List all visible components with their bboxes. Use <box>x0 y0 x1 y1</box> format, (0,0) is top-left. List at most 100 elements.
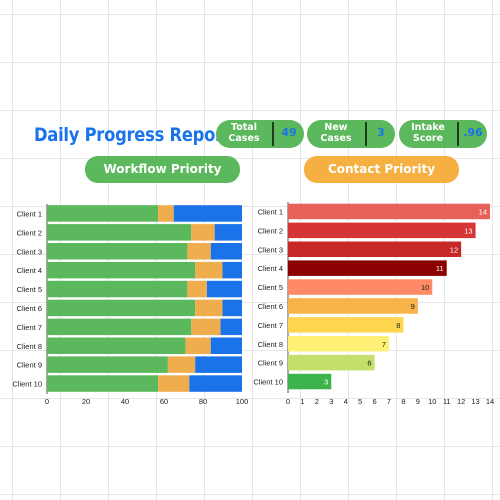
intake-score-divider <box>457 122 459 146</box>
new-cases-value: 3 <box>377 126 385 139</box>
workflow-priority-header: Workflow Priority <box>85 156 240 183</box>
workflow-bar-segment <box>206 280 242 298</box>
contact-bar <box>288 260 447 276</box>
workflow-bar-segment <box>47 243 188 260</box>
workflow-bar-segment <box>47 261 196 279</box>
contact-x-tick-label: 10 <box>428 397 436 406</box>
contact-x-tick-label: 13 <box>471 397 479 406</box>
workflow-bar-segment <box>158 375 190 392</box>
contact-x-tick-label: 5 <box>358 397 362 406</box>
contact-category-label: Client 5 <box>258 283 283 292</box>
contact-category-label: Client 3 <box>258 245 283 254</box>
workflow-bar-segment <box>47 299 196 317</box>
workflow-bar-segment <box>210 337 242 354</box>
intake-score-label-line1: Intake <box>411 122 445 133</box>
page-title: Daily Progress Report <box>34 124 231 146</box>
workflow-x-tick-label: 40 <box>121 397 129 406</box>
contact-priority-header: Contact Priority <box>304 156 459 183</box>
workflow-bar-segment <box>195 299 223 317</box>
workflow-x-tick-label: 60 <box>160 397 168 406</box>
workflow-bar-segment <box>47 375 159 392</box>
new-cases-divider <box>365 122 367 146</box>
workflow-bar-segment <box>189 375 242 392</box>
contact-category-label: Client 1 <box>258 207 283 216</box>
workflow-x-tick-label: 100 <box>236 397 249 406</box>
contact-bar <box>288 298 418 314</box>
contact-bar <box>288 373 332 390</box>
workflow-x-tick-label: 20 <box>82 397 90 406</box>
contact-data-label: 14 <box>479 207 487 216</box>
workflow-category-label: Client 9 <box>17 361 42 370</box>
contact-category-label: Client 8 <box>258 340 283 349</box>
new-cases-stat: New Cases 3 <box>307 120 395 148</box>
contact-bar <box>288 317 404 333</box>
new-cases-label: New Cases <box>307 122 365 144</box>
workflow-bar-segment <box>187 280 207 298</box>
contact-x-tick-label: 9 <box>416 397 420 406</box>
workflow-bar-segment <box>47 280 188 298</box>
workflow-x-tick-label: 80 <box>199 397 207 406</box>
workflow-category-label: Client 1 <box>17 209 42 218</box>
workflow-bar-segment <box>158 205 174 222</box>
workflow-category-label: Client 2 <box>17 228 42 237</box>
contact-data-label: 13 <box>464 226 472 235</box>
contact-category-label: Client 7 <box>258 321 283 330</box>
workflow-bar-segment <box>187 243 211 260</box>
contact-x-tick-label: 14 <box>486 397 494 406</box>
contact-x-tick-label: 4 <box>344 397 348 406</box>
workflow-bar-segment <box>191 318 221 336</box>
contact-x-tick-label: 2 <box>315 397 319 406</box>
contact-bar <box>288 241 462 257</box>
contact-data-label: 12 <box>450 245 458 254</box>
intake-score-label-line2: Score <box>412 133 444 144</box>
total-cases-divider <box>272 122 274 146</box>
contact-category-label: Client 10 <box>253 378 283 387</box>
workflow-bar-segment <box>47 205 159 222</box>
workflow-bar-segment <box>173 205 242 222</box>
workflow-x-tick-label: 0 <box>45 397 49 406</box>
workflow-bar-segment <box>47 224 192 241</box>
contact-data-label: 6 <box>367 359 371 368</box>
intake-score-stat: Intake Score .96 <box>399 120 487 148</box>
workflow-bar-segment <box>47 356 168 373</box>
intake-score-value: .96 <box>463 126 483 139</box>
contact-x-tick-label: 11 <box>443 397 451 406</box>
intake-score-label: Intake Score <box>399 122 457 144</box>
workflow-bar-segment <box>47 337 186 354</box>
contact-bar <box>288 336 389 352</box>
new-cases-label-line2: Cases <box>320 133 352 144</box>
workflow-category-label: Client 4 <box>17 266 42 275</box>
contact-x-tick-label: 12 <box>457 397 465 406</box>
workflow-category-label: Client 10 <box>12 380 42 389</box>
workflow-category-label: Client 3 <box>17 247 42 256</box>
workflow-bar-segment <box>220 318 242 336</box>
workflow-category-label: Client 5 <box>17 285 42 294</box>
total-cases-label-line1: Total <box>231 122 257 133</box>
contact-category-label: Client 4 <box>258 264 283 273</box>
contact-bar <box>288 354 375 371</box>
contact-data-label: 9 <box>411 302 415 311</box>
workflow-bar-segment <box>195 261 223 279</box>
contact-bar <box>288 222 476 239</box>
contact-data-label: 7 <box>382 340 386 349</box>
workflow-category-label: Client 8 <box>17 342 42 351</box>
contact-category-label: Client 9 <box>258 359 283 368</box>
workflow-bar-segment <box>185 337 211 354</box>
workflow-bar-segment <box>167 356 196 373</box>
contact-bar <box>288 279 433 295</box>
contact-category-label: Client 2 <box>258 226 283 235</box>
contact-category-label: Client 6 <box>258 302 283 311</box>
contact-data-label: 8 <box>396 321 400 330</box>
total-cases-value: 49 <box>281 126 297 139</box>
workflow-bar-segment <box>222 261 242 279</box>
contact-x-tick-label: 6 <box>372 397 376 406</box>
workflow-bar-segment <box>191 224 215 241</box>
workflow-bar-segment <box>214 224 242 241</box>
workflow-bar-segment <box>47 318 192 336</box>
contact-x-tick-label: 1 <box>300 397 304 406</box>
contact-data-label: 11 <box>436 264 444 273</box>
contact-x-tick-label: 8 <box>401 397 405 406</box>
contact-x-tick-label: 0 <box>286 397 290 406</box>
workflow-bar-segment <box>222 299 242 317</box>
